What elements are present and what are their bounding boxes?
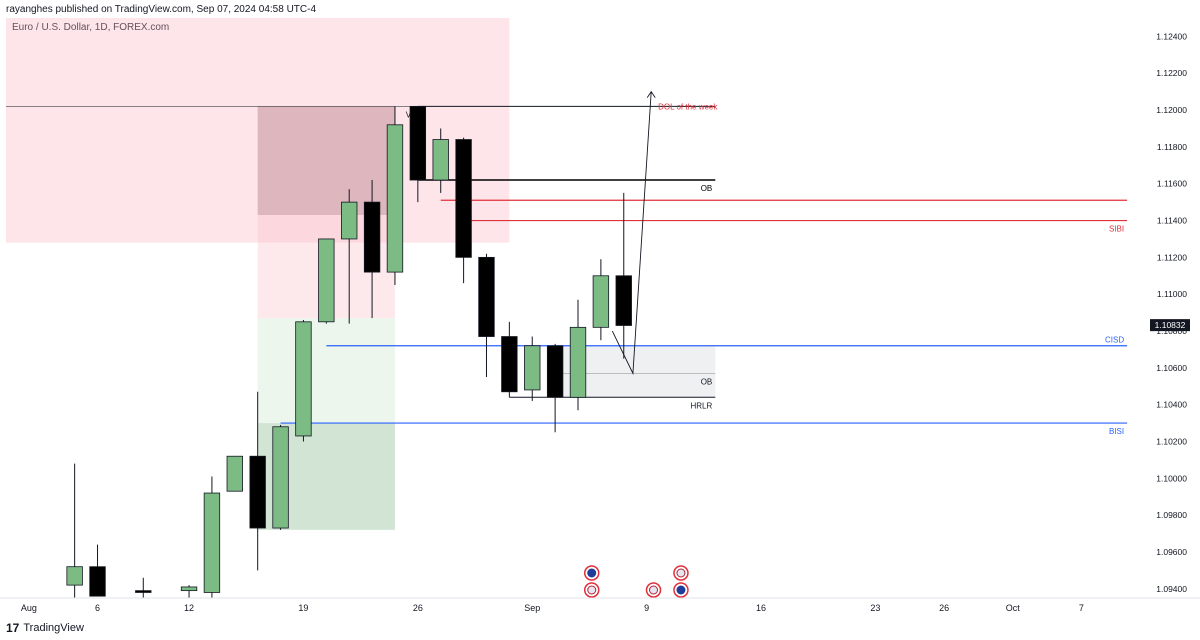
time-tick-label: 23	[870, 603, 880, 613]
time-tick-label: 7	[1079, 603, 1084, 613]
us-flag-icon-inner	[676, 568, 686, 578]
price-tick-label: 1.10000	[1156, 473, 1187, 483]
bear-candle[interactable]	[89, 566, 106, 597]
bull-candle[interactable]	[272, 426, 289, 529]
time-tick-label: 26	[413, 603, 423, 613]
bear-candle[interactable]	[363, 201, 381, 273]
dol-label: DOL of the week	[658, 102, 718, 111]
bull-candle[interactable]	[592, 275, 610, 328]
arrow-head-icon	[646, 90, 656, 98]
level-label-ob-upper: OB	[701, 184, 713, 193]
price-tick-label: 1.12000	[1156, 105, 1187, 115]
bear-ob-zone	[257, 106, 395, 216]
level-label-ob-lower: OB	[701, 377, 713, 386]
bull-candle[interactable]	[569, 326, 587, 398]
price-tick-label: 1.11400	[1157, 216, 1187, 226]
bear-candle[interactable]	[135, 590, 152, 593]
bull-candle[interactable]	[341, 201, 358, 240]
level-label-sibi: SIBI	[1109, 225, 1124, 234]
price-tick-label: 1.11800	[1157, 142, 1187, 152]
bear-candle[interactable]	[615, 275, 632, 326]
projection-arrow[interactable]	[611, 91, 652, 376]
us-flag-icon-inner	[587, 585, 597, 595]
bull-candle[interactable]	[66, 566, 83, 586]
bull-candle[interactable]	[386, 124, 404, 273]
tradingview-brand: TradingView	[23, 622, 84, 634]
time-tick-label: Oct	[1006, 603, 1021, 613]
bull-candle[interactable]	[203, 492, 221, 593]
time-tick-label: 26	[939, 603, 949, 613]
time-tick-label: 12	[184, 603, 194, 613]
bear-candle[interactable]	[546, 345, 564, 398]
level-label-hrlr: HRLR	[690, 401, 712, 410]
publish-info: rayanghes published on TradingView.com, …	[6, 4, 317, 15]
price-tick-label: 1.10400	[1156, 400, 1187, 410]
price-axis[interactable]	[1150, 0, 1200, 598]
bear-candle[interactable]	[478, 256, 495, 337]
last-price-label: 1.10832	[1155, 320, 1186, 330]
level-label-cisd: CISD	[1105, 336, 1124, 345]
time-tick-label: Sep	[524, 603, 540, 613]
last-price-badge	[1150, 319, 1190, 332]
time-tick-label: 16	[756, 603, 766, 613]
price-tick-label: 1.10600	[1156, 363, 1187, 373]
time-tick-label: 9	[644, 603, 649, 613]
time-tick-label: Aug	[21, 603, 37, 613]
bear-candle[interactable]	[455, 139, 472, 258]
level-label-bisi: BISI	[1109, 427, 1124, 436]
bear-candle[interactable]	[249, 455, 266, 529]
bull-candle[interactable]	[524, 345, 541, 391]
price-tick-label: 1.12400	[1156, 31, 1187, 41]
bull-candle[interactable]	[226, 455, 243, 492]
bull-candle[interactable]	[432, 139, 449, 181]
time-tick-label: 19	[298, 603, 308, 613]
green-light-zone	[257, 318, 395, 424]
bull-candle[interactable]	[295, 321, 312, 437]
price-tick-label: 1.10200	[1156, 436, 1187, 446]
price-tick-label: 1.11200	[1157, 252, 1187, 262]
symbol-legend[interactable]: Euro / U.S. Dollar, 1D, FOREX.com	[12, 22, 170, 33]
time-tick-label: 6	[95, 603, 100, 613]
bull-candle[interactable]	[318, 238, 335, 323]
price-tick-label: 1.11600	[1157, 179, 1187, 189]
tradingview-logo-icon: 17	[6, 621, 20, 635]
price-tick-label: 1.09800	[1156, 510, 1187, 520]
eu-flag-icon-inner	[676, 585, 686, 595]
bear-candle[interactable]	[501, 336, 518, 393]
bull-candle[interactable]	[180, 586, 198, 592]
bear-candle[interactable]	[409, 105, 427, 181]
price-tick-label: 1.09600	[1156, 547, 1187, 557]
us-flag-icon-inner	[649, 585, 659, 595]
price-tick-label: 1.11000	[1157, 289, 1187, 299]
eu-flag-icon-inner	[587, 568, 597, 578]
price-tick-label: 1.12200	[1156, 68, 1187, 78]
price-tick-label: 1.09400	[1156, 584, 1187, 594]
tradingview-footer[interactable]: 17 TradingView	[6, 620, 84, 636]
